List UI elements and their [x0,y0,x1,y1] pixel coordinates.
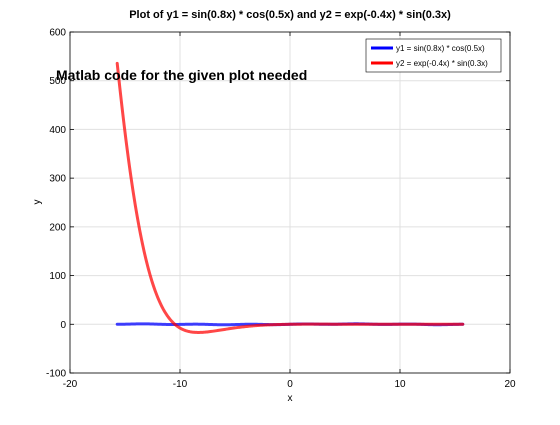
series-line-y2 [115,61,465,334]
x-tick-label: 20 [504,379,516,390]
series-layer [115,61,465,334]
y-tick-label: 300 [49,174,66,185]
y-axis-label: y [32,200,43,205]
x-tick-label: -10 [173,379,188,390]
y-tick-label: -100 [46,369,66,380]
x-tick-label: 10 [394,379,406,390]
y-tick-label: 600 [49,28,66,39]
y-tick-label: 400 [49,125,66,136]
legend-label-y1: y1 = sin(0.8x) * cos(0.5x) [396,44,485,53]
legend-label-y2: y2 = exp(-0.4x) * sin(0.3x) [396,59,488,68]
annotation-text: Matlab code for the given plot needed [56,67,307,83]
y-tick-label: 200 [49,222,66,233]
y-tick-label: 100 [49,271,66,282]
x-axis-label: x [288,393,293,404]
legend: y1 = sin(0.8x) * cos(0.5x) y2 = exp(-0.4… [365,38,502,73]
chart-title: Plot of y1 = sin(0.8x) * cos(0.5x) and y… [129,9,451,21]
x-tick-label: 0 [287,379,293,390]
y-tick-label: 500 [49,76,66,87]
x-tick-label: -20 [63,379,78,390]
legend-box [365,38,502,73]
y-tick-label: 0 [60,320,66,331]
